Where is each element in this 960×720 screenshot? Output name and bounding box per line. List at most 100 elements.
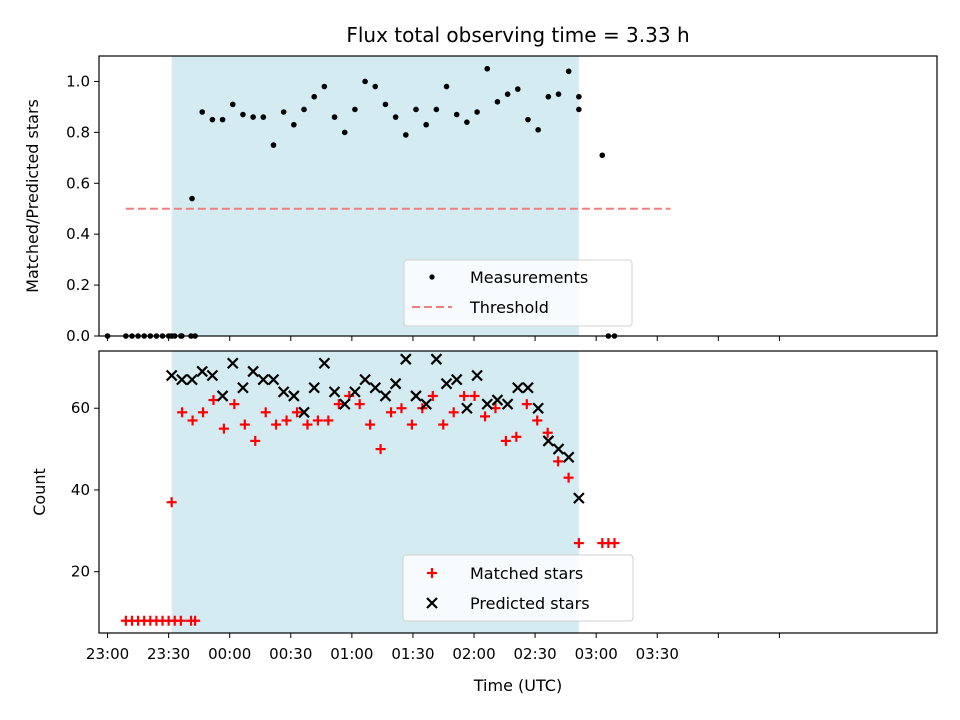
bottom-y-tick-label: 20 xyxy=(71,563,90,581)
measurement-point xyxy=(599,152,606,159)
predicted-star-point xyxy=(491,394,504,406)
predicted-star-point xyxy=(186,373,198,386)
matched-star-point xyxy=(532,415,543,426)
measurement-point xyxy=(219,116,226,123)
measurement-point xyxy=(525,116,531,123)
legend-marker-matched xyxy=(427,568,437,578)
x-tick-label: 00:00 xyxy=(208,645,251,663)
predicted-star-point xyxy=(379,390,392,402)
legend-marker-predicted xyxy=(426,597,438,609)
bottom-legend: Matched stars Predicted stars xyxy=(402,554,634,622)
measurement-point xyxy=(403,132,409,138)
bottom-y-tick-label: 40 xyxy=(71,481,90,499)
measurement-point xyxy=(260,114,267,120)
top-y-tick-label: 0.0 xyxy=(66,327,90,345)
predicted-star-point xyxy=(552,443,565,455)
measurement-point xyxy=(229,101,236,108)
chart-title: Flux total observing time = 3.33 h xyxy=(346,23,689,47)
top-y-tick-label: 0.6 xyxy=(66,174,90,192)
measurement-point xyxy=(474,109,480,115)
x-axis-label: Time (UTC) xyxy=(473,676,562,695)
predicted-star-point xyxy=(481,398,494,410)
matched-star-point xyxy=(166,497,177,508)
matched-star-point xyxy=(218,423,229,434)
predicted-star-point xyxy=(461,402,473,414)
measurement-point xyxy=(341,129,348,136)
matched-star-point xyxy=(469,390,480,401)
matched-star-point xyxy=(177,407,188,418)
matched-star-point xyxy=(375,444,386,455)
matched-star-point xyxy=(609,538,620,549)
bottom-y-ticks: 20 40 60 xyxy=(71,399,99,581)
predicted-star-point xyxy=(389,377,402,390)
measurement-point xyxy=(555,91,562,97)
predicted-star-point xyxy=(216,390,229,402)
x-tick-label: 02:00 xyxy=(452,645,495,663)
measurement-point xyxy=(453,111,460,118)
legend-label-predicted: Predicted stars xyxy=(470,594,590,613)
top-plot-frame xyxy=(98,55,938,337)
legend-label-measurements: Measurements xyxy=(470,268,588,287)
matched-star-point xyxy=(553,456,564,467)
matched-star-point xyxy=(260,407,271,418)
matched-star-point xyxy=(427,390,438,401)
measurement-point xyxy=(514,86,521,92)
matched-star-point xyxy=(480,411,491,422)
measurement-point xyxy=(565,68,572,75)
top-y-tick-label: 0.4 xyxy=(66,225,90,243)
predicted-star-point xyxy=(176,373,188,386)
predicted-star-point xyxy=(196,365,209,378)
matched-star-point xyxy=(448,407,459,418)
x-tick-label: 03:30 xyxy=(636,645,679,663)
matched-star-point xyxy=(542,427,553,438)
matched-star-point xyxy=(500,435,511,446)
matched-star-point xyxy=(396,403,407,414)
bottom-y-axis-label: Count xyxy=(30,468,49,516)
matched-star-point xyxy=(292,407,303,418)
matched-star-point xyxy=(175,615,186,626)
matched-star-point xyxy=(229,399,240,410)
predicted-star-point xyxy=(298,406,310,419)
predicted-star-point xyxy=(440,377,453,390)
measurement-point xyxy=(311,93,318,100)
predicted-star-point xyxy=(267,373,280,386)
measurement-point xyxy=(240,111,246,118)
x-tick-label: 01:30 xyxy=(391,645,434,663)
matched-star-point xyxy=(250,435,261,446)
measurement-point xyxy=(443,83,450,90)
legend-label-threshold: Threshold xyxy=(469,298,549,317)
matched-star-point xyxy=(521,399,532,410)
measurement-point xyxy=(413,106,419,113)
measurement-point xyxy=(535,127,541,133)
measurement-point xyxy=(250,114,256,120)
x-tick-label: 03:00 xyxy=(575,645,618,663)
predicted-star-point xyxy=(359,373,371,386)
matched-star-point xyxy=(563,472,574,483)
predicted-star-point xyxy=(400,353,412,365)
matched-star-point xyxy=(406,419,417,430)
predicted-star-point xyxy=(206,369,219,382)
predicted-star-point xyxy=(562,451,575,464)
x-tick-label: 00:30 xyxy=(269,645,312,663)
matched-star-point xyxy=(386,407,397,418)
predicted-star-point xyxy=(522,382,534,394)
top-x-ticks xyxy=(107,336,780,341)
measurement-point xyxy=(291,121,297,128)
measurement-point xyxy=(270,142,277,148)
measurement-point xyxy=(464,119,470,125)
x-tick-label: 23:00 xyxy=(86,645,129,663)
matched-star-point xyxy=(573,538,584,549)
measurement-point xyxy=(494,99,501,105)
predicted-star-point xyxy=(450,373,463,386)
predicted-star-point xyxy=(430,353,443,365)
predicted-star-point xyxy=(308,382,320,394)
top-panel: 0.0 0.2 0.4 0.6 0.8 1.0 Matched/Predicted sta… xyxy=(23,55,938,345)
matched-star-point xyxy=(511,431,522,442)
matched-star-point xyxy=(239,419,250,430)
matched-star-point xyxy=(198,407,209,418)
predicted-star-point xyxy=(542,435,555,447)
predicted-star-point xyxy=(277,386,290,398)
predicted-star-point xyxy=(165,369,178,382)
predicted-star-point xyxy=(420,398,432,410)
